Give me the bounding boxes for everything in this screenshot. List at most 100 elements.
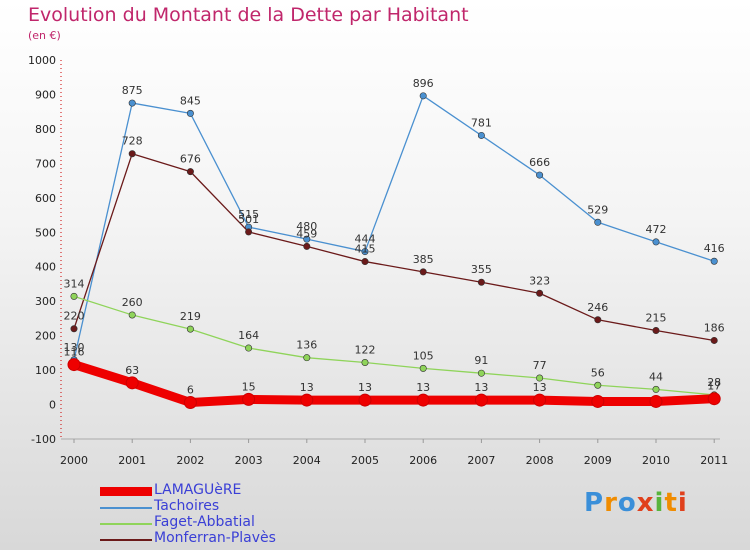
data-point: [128, 99, 136, 107]
data-point: [416, 393, 430, 407]
data-point: [303, 242, 311, 250]
data-point: [594, 218, 602, 226]
data-point: [649, 394, 663, 408]
data-point: [242, 392, 256, 406]
data-label: 355: [471, 263, 492, 276]
data-label: 845: [180, 94, 201, 107]
data-point: [536, 289, 544, 297]
data-label: 728: [122, 135, 143, 148]
legend-label: Tachoires: [154, 498, 220, 514]
data-label: 44: [649, 370, 663, 383]
data-point: [710, 336, 718, 344]
data-point: [300, 393, 314, 407]
data-point: [186, 325, 194, 333]
data-label: 91: [474, 354, 488, 367]
data-point: [419, 364, 427, 372]
data-label: 13: [300, 381, 314, 394]
data-label: 13: [474, 381, 488, 394]
x-tick-label: 2004: [293, 454, 321, 467]
data-label: 323: [529, 274, 550, 287]
data-label: 220: [64, 310, 85, 323]
data-label: 13: [533, 381, 547, 394]
y-tick-label: 800: [35, 123, 56, 136]
data-label: 385: [413, 253, 434, 266]
x-tick-label: 2003: [235, 454, 263, 467]
y-tick-label: 400: [35, 261, 56, 274]
data-point: [536, 374, 544, 382]
data-point: [477, 369, 485, 377]
data-point: [591, 394, 605, 408]
y-tick-label: 100: [35, 364, 56, 377]
data-label: 529: [587, 203, 608, 216]
data-label: 17: [707, 380, 721, 393]
data-label: 28: [707, 376, 721, 389]
data-point: [361, 258, 369, 266]
x-tick-label: 2001: [118, 454, 146, 467]
data-point: [710, 257, 718, 265]
data-label: 56: [591, 366, 605, 379]
data-label: 472: [646, 223, 667, 236]
y-tick-label: 300: [35, 295, 56, 308]
data-point: [652, 326, 660, 334]
y-tick-label: 700: [35, 157, 56, 170]
data-label: 219: [180, 310, 201, 323]
x-tick-label: 2007: [467, 454, 495, 467]
data-point: [128, 150, 136, 158]
y-tick-label: 0: [49, 399, 56, 412]
series-line: [69, 360, 719, 407]
data-point: [652, 385, 660, 393]
data-label: 666: [529, 156, 550, 169]
data-point: [594, 316, 602, 324]
data-label: 246: [587, 301, 608, 314]
data-label: 875: [122, 84, 143, 97]
x-tick-label: 2008: [526, 454, 554, 467]
legend-label: Faget-Abbatial: [154, 514, 255, 530]
data-point: [183, 395, 197, 409]
data-label: 136: [296, 339, 317, 352]
data-point: [128, 311, 136, 319]
data-label: 260: [122, 296, 143, 309]
data-point: [419, 92, 427, 100]
chart-title: Evolution du Montant de la Dette par Hab…: [28, 4, 469, 26]
data-label: 122: [355, 344, 376, 357]
data-label: 63: [125, 364, 139, 377]
x-tick-label: 2010: [642, 454, 670, 467]
legend-swatch: [100, 487, 152, 496]
y-tick-label: 200: [35, 330, 56, 343]
data-point: [70, 292, 78, 300]
y-tick-label: 500: [35, 226, 56, 239]
data-label: 896: [413, 77, 434, 90]
data-point: [474, 393, 488, 407]
data-label: 314: [64, 277, 85, 290]
chart-subtitle: (en €): [28, 29, 61, 42]
data-point: [594, 381, 602, 389]
data-label: 459: [296, 227, 317, 240]
data-label: 215: [646, 311, 667, 324]
data-point: [419, 268, 427, 276]
x-tick-label: 2006: [409, 454, 437, 467]
legend-swatch: [100, 507, 152, 509]
x-tick-label: 2000: [60, 454, 88, 467]
data-point: [536, 171, 544, 179]
data-point: [67, 358, 81, 372]
data-label: 416: [704, 242, 725, 255]
legend-swatch: [100, 523, 152, 525]
data-point: [477, 278, 485, 286]
data-point: [361, 248, 369, 256]
data-point: [186, 109, 194, 117]
series-line: [73, 95, 715, 361]
data-label: 515: [238, 208, 259, 221]
data-point: [707, 392, 721, 406]
legend-swatch: [100, 539, 152, 541]
line-chart: -100 0 100 200 300 400 500 600 700 800 900 1000 2000…: [28, 54, 728, 467]
x-tick-label: 2002: [176, 454, 204, 467]
data-label: 444: [355, 233, 376, 246]
data-label: 15: [242, 380, 256, 393]
data-point: [70, 325, 78, 333]
proxiti-logo: Proxiti: [584, 488, 688, 518]
data-point: [245, 228, 253, 236]
data-label: 116: [64, 346, 85, 359]
data-label: 186: [704, 321, 725, 334]
x-tick-label: 2009: [584, 454, 612, 467]
y-tick-label: 600: [35, 192, 56, 205]
